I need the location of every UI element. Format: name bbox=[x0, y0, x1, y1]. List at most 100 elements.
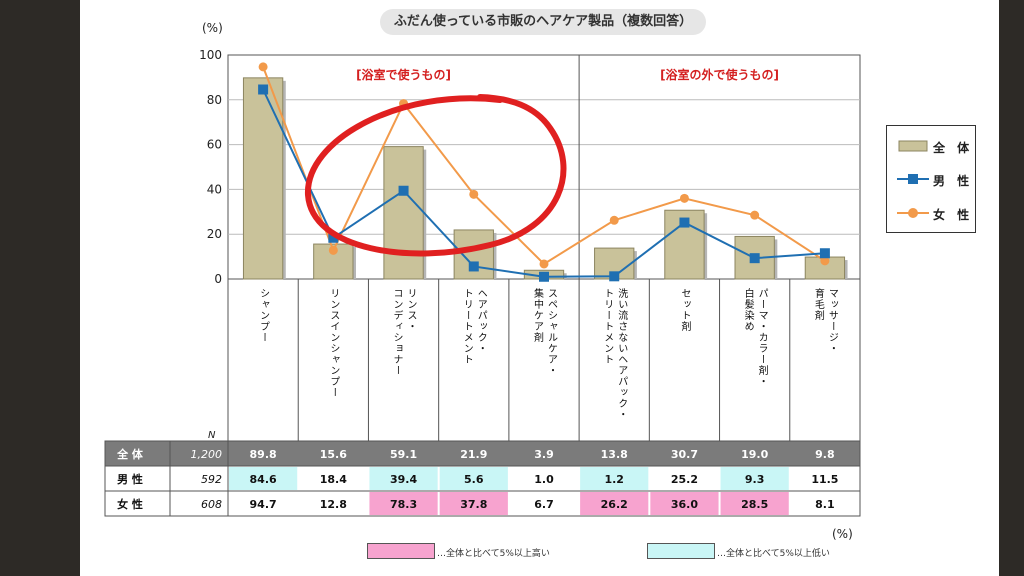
x-tick-label: 洗い流さないヘアパック・ bbox=[616, 288, 628, 420]
table-cell-highlight bbox=[580, 467, 649, 490]
point-female bbox=[679, 193, 689, 203]
legend-label-total: 全 体 bbox=[933, 141, 974, 155]
table-cell-value: 78.3 bbox=[390, 498, 417, 511]
table-cell-value: 89.8 bbox=[250, 448, 277, 461]
y-tick-label: 40 bbox=[207, 182, 222, 196]
point-male bbox=[819, 248, 830, 259]
chart-canvas: 0 20 40 60 80 100 [浴室で使うもの] [浴室の外で使うもの] 89.8 15.6… bbox=[104, 48, 861, 517]
x-tick-label: 育毛剤 bbox=[812, 287, 824, 321]
legend-item-male: 男 性 bbox=[887, 169, 975, 189]
table-cell-highlight bbox=[229, 467, 298, 490]
bar bbox=[383, 146, 424, 280]
table-cell-value: 84.6 bbox=[250, 473, 277, 486]
table-row-label: 女 性 bbox=[117, 497, 143, 511]
table-row-label: 全 体 bbox=[116, 447, 144, 461]
y-axis-unit: (%) bbox=[202, 21, 223, 35]
table-cell-value: 9.3 bbox=[745, 473, 765, 486]
annotation-circle bbox=[304, 94, 567, 257]
legend-item-total: 全 体 bbox=[887, 136, 975, 156]
note-low-text: …全体と比べて5%以上低い bbox=[717, 549, 830, 559]
x-tick-label: パーマ・カラー剤・ bbox=[756, 288, 768, 387]
point-male bbox=[679, 217, 690, 228]
table-row-n: 1,200 bbox=[191, 448, 223, 461]
point-male bbox=[398, 185, 409, 196]
legend-label-female: 女 性 bbox=[933, 208, 974, 222]
y-tick-label: 80 bbox=[207, 93, 222, 107]
legend-item-female: 女 性 bbox=[887, 203, 975, 223]
point-male bbox=[539, 271, 549, 282]
bar bbox=[242, 77, 284, 280]
table-cell-value: 15.6 bbox=[320, 448, 347, 461]
table-cell-highlight bbox=[369, 492, 438, 515]
table-cell-value: 5.6 bbox=[464, 473, 484, 486]
table-cell-value: 37.8 bbox=[460, 498, 487, 511]
table-cell-value: 1.0 bbox=[534, 473, 554, 486]
section-label: [浴室で使うもの] bbox=[356, 67, 451, 82]
table-cell-highlight bbox=[439, 492, 508, 515]
point-male bbox=[468, 261, 479, 272]
table-n-header: N bbox=[208, 430, 216, 441]
table-cell-value: 28.5 bbox=[741, 498, 768, 511]
x-tick-label: ヘアパック・ bbox=[475, 288, 487, 354]
table-cell-highlight bbox=[580, 492, 649, 515]
point-female bbox=[750, 210, 760, 220]
x-tick-label: リンスインシャンプー bbox=[328, 288, 340, 398]
table-cell-value: 26.2 bbox=[601, 498, 628, 511]
table-row-label: 男 性 bbox=[117, 472, 143, 486]
table-cell-highlight bbox=[650, 492, 719, 515]
note-high-swatch bbox=[367, 543, 435, 559]
x-tick-label: トリートメント bbox=[461, 288, 472, 365]
table-cell-value: 30.7 bbox=[671, 448, 698, 461]
point-female bbox=[258, 62, 268, 72]
legend-circle-swatch bbox=[897, 208, 929, 218]
table-cell-value: 11.5 bbox=[811, 473, 838, 486]
table-cell-highlight bbox=[439, 467, 508, 490]
point-female bbox=[609, 215, 619, 225]
x-tick-label: 集中ケア剤 bbox=[532, 287, 544, 343]
note-high-text: …全体と比べて5%以上高い bbox=[437, 549, 550, 559]
point-male bbox=[749, 253, 760, 264]
table-cell-value: 12.8 bbox=[320, 498, 347, 511]
table-cell-highlight bbox=[369, 467, 438, 490]
x-tick-label: マッサージ・ bbox=[826, 288, 838, 354]
x-tick-label: 白髪染め bbox=[742, 287, 754, 332]
table-cell-value: 18.4 bbox=[320, 473, 347, 486]
table-cell-value: 36.0 bbox=[671, 498, 698, 511]
table-cell-value: 9.8 bbox=[815, 448, 835, 461]
y-tick-label: 100 bbox=[199, 48, 222, 62]
y-tick-label: 20 bbox=[207, 227, 222, 241]
x-tick-label: セット剤 bbox=[679, 288, 691, 332]
table-cell-value: 94.7 bbox=[250, 498, 277, 511]
point-female bbox=[539, 259, 549, 269]
table-row-n: 608 bbox=[201, 498, 222, 511]
legend-label-male: 男 性 bbox=[933, 174, 974, 188]
point-male bbox=[609, 271, 620, 282]
point-male bbox=[328, 232, 339, 243]
table-cell-highlight bbox=[720, 492, 789, 515]
point-male bbox=[258, 84, 269, 95]
legend-square-swatch bbox=[897, 174, 929, 184]
table-cell-value: 3.9 bbox=[534, 448, 554, 461]
x-tick-label: リンス・ bbox=[405, 288, 416, 332]
x-tick-label: スペシャルケア・ bbox=[546, 288, 558, 376]
table-cell-value: 21.9 bbox=[460, 448, 487, 461]
table-row-n: 592 bbox=[201, 473, 222, 486]
table-cell-highlight bbox=[720, 467, 789, 490]
x-tick-label: シャンプー bbox=[258, 288, 269, 343]
y-tick-label: 0 bbox=[214, 272, 222, 286]
table-cell-value: 25.2 bbox=[671, 473, 698, 486]
point-female bbox=[328, 245, 338, 255]
chart-title: ふだん使っている市販のヘアケア製品（複数回答） bbox=[380, 9, 706, 35]
y-tick-label: 60 bbox=[207, 138, 222, 152]
table-cell-value: 13.8 bbox=[601, 448, 628, 461]
note-low-swatch bbox=[647, 543, 715, 559]
slide: ふだん使っている市販のヘアケア製品（複数回答） (%) 0 20 40 60 80 100… bbox=[80, 0, 999, 576]
table-cell-value: 39.4 bbox=[390, 473, 417, 486]
bar bbox=[453, 229, 494, 280]
legend-bar-swatch bbox=[898, 140, 928, 152]
table-unit: (%) bbox=[832, 527, 853, 541]
table-cell-value: 59.1 bbox=[390, 448, 417, 461]
table-row bbox=[104, 440, 861, 467]
x-tick-label: コンディショナー bbox=[391, 288, 403, 376]
table-cell-value: 8.1 bbox=[815, 498, 835, 511]
